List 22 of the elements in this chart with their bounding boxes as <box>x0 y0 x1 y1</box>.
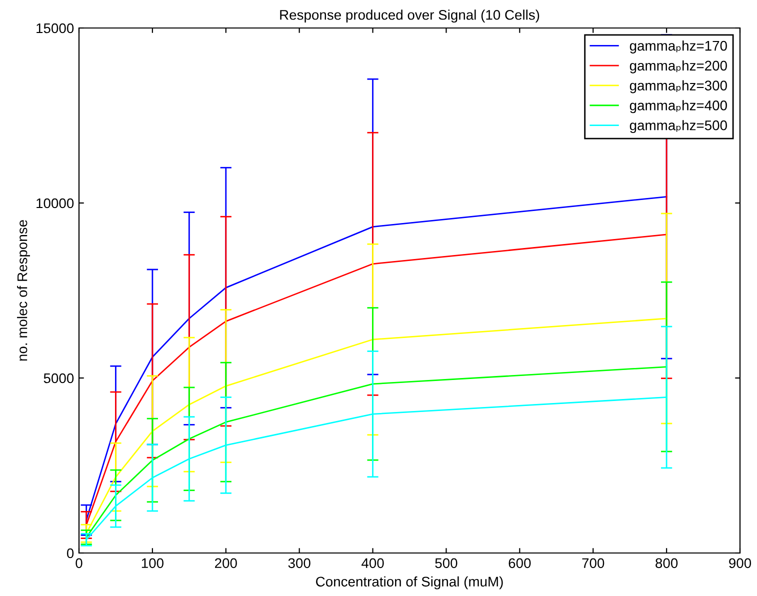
x-tick-label: 100 <box>142 558 164 568</box>
legend-label: gammaₚhz=400 <box>630 100 727 114</box>
legend-label: gammaₚhz=200 <box>630 60 727 74</box>
y-tick-label: 15000 <box>36 23 74 34</box>
legend-label: gammaₚhz=300 <box>630 80 727 94</box>
y-tick-label: 0 <box>66 548 74 558</box>
y-tick-label: 5000 <box>44 373 74 384</box>
x-tick-label: 900 <box>729 558 752 568</box>
x-tick-label: 0 <box>76 558 82 568</box>
x-tick-label: 600 <box>508 558 531 568</box>
x-tick-label: 700 <box>582 558 604 568</box>
chart-title: Response produced over Signal (10 Cells) <box>280 10 540 23</box>
x-tick-label: 500 <box>435 558 458 568</box>
x-tick-label: 400 <box>362 558 384 568</box>
y-axis-title: no. molec of Response <box>17 220 30 361</box>
legend-label: gammaₚhz=170 <box>630 40 727 54</box>
x-tick-label: 200 <box>215 558 237 568</box>
x-tick-label: 300 <box>288 558 310 568</box>
y-tick-label: 10000 <box>36 198 74 208</box>
x-axis-title: Concentration of Signal (muM) <box>316 576 503 590</box>
legend-label: gammaₚhz=500 <box>630 120 727 134</box>
x-tick-label: 800 <box>656 558 678 568</box>
